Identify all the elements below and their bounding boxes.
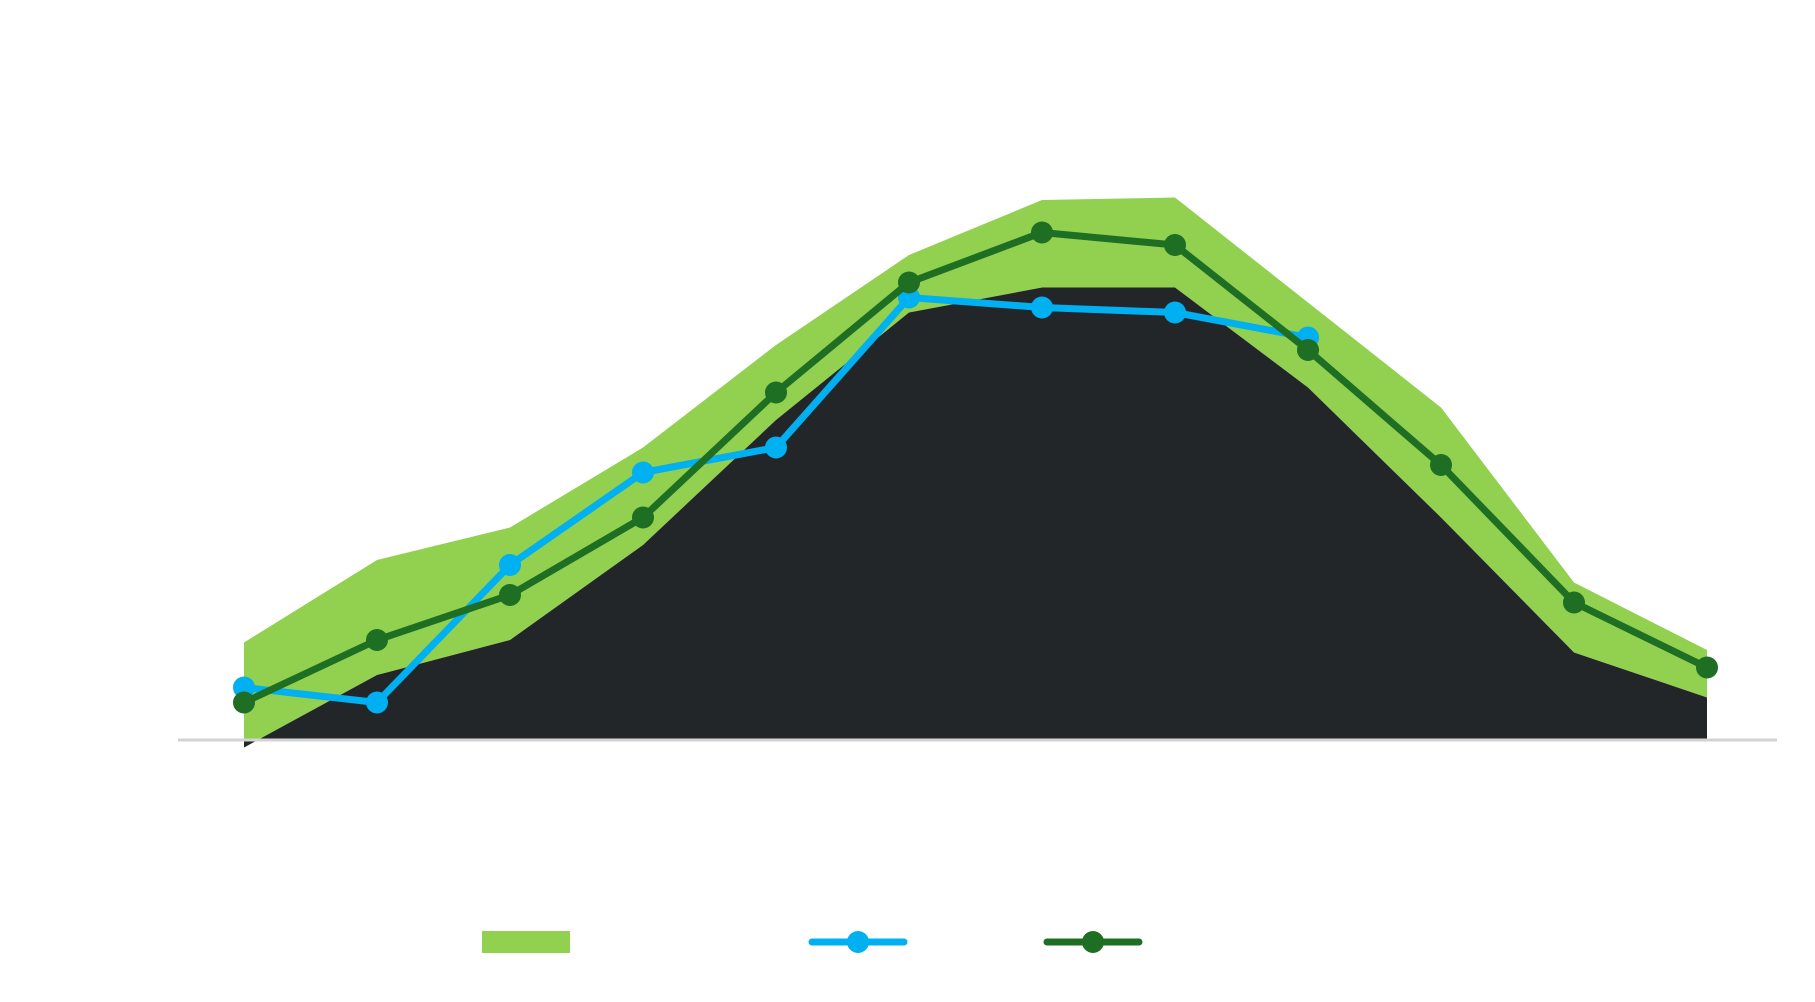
series-1-point-3 — [499, 554, 521, 576]
legend-swatch-series-1-marker — [847, 931, 869, 953]
legend — [482, 931, 1143, 953]
series-2-point-10 — [1430, 454, 1452, 476]
series-1-point-8 — [1164, 301, 1186, 324]
series-2-point-9 — [1297, 339, 1319, 361]
series-2-point-5 — [765, 381, 787, 404]
series-2-point-4 — [632, 506, 654, 529]
series-2 — [233, 221, 1718, 714]
series-1-point-4 — [632, 461, 654, 484]
plot-area — [178, 197, 1777, 748]
series-1-point-5 — [765, 436, 787, 459]
range-band-area — [244, 197, 1707, 748]
lower-bound-fill — [244, 287, 1707, 748]
series-2-point-11 — [1563, 591, 1585, 614]
legend-swatch-range-band — [482, 931, 570, 953]
series-2-point-1 — [233, 691, 255, 714]
series-2-point-2 — [366, 629, 388, 651]
series-1-point-2 — [366, 691, 388, 714]
series-2-point-7 — [1031, 221, 1053, 244]
series-2-point-3 — [499, 584, 521, 606]
series-2-point-12 — [1696, 656, 1718, 679]
series-1-point-7 — [1031, 296, 1053, 319]
series-2-point-6 — [898, 271, 920, 294]
series-2-point-8 — [1164, 234, 1186, 256]
series-2-line — [240, 229, 1711, 706]
legend-swatch-series-2-marker — [1082, 931, 1104, 953]
